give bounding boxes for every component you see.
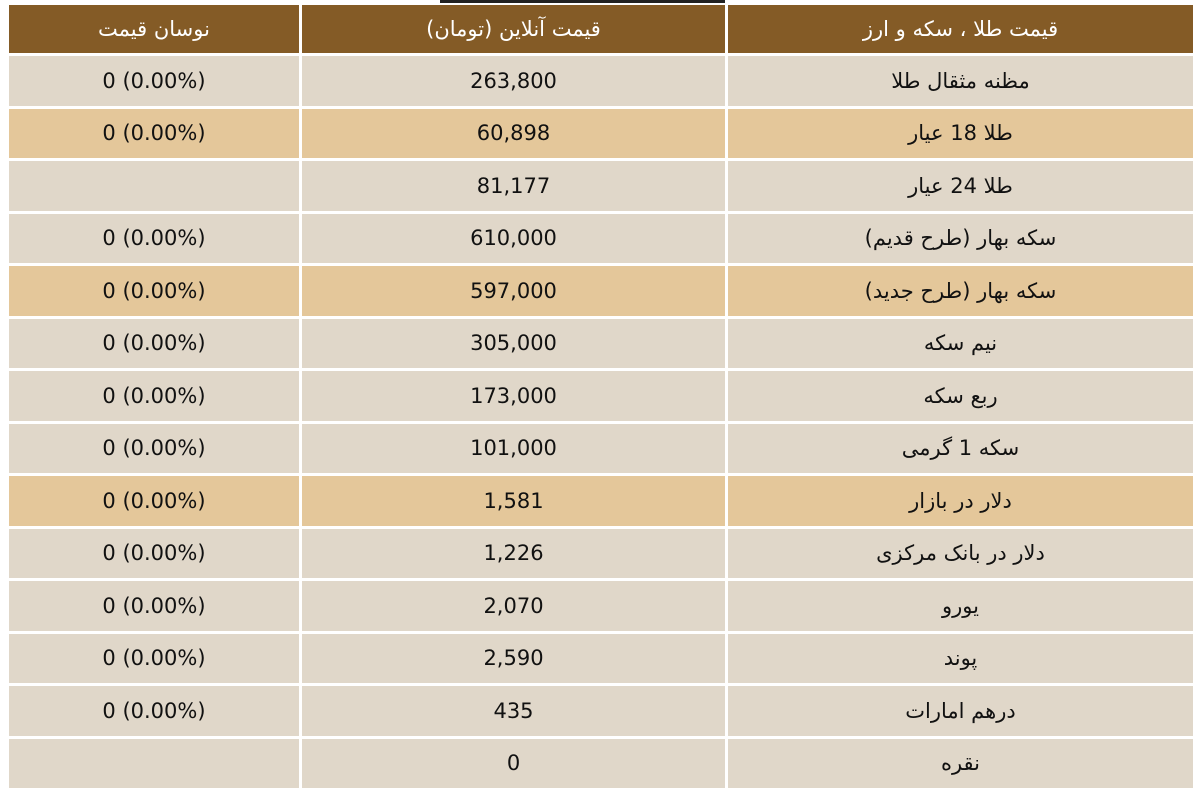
table-row: درهم امارات 435 0 (0.00%) — [9, 686, 1193, 736]
item-change: 0 (0.00%) — [9, 266, 299, 316]
table-row: یورو 2,070 0 (0.00%) — [9, 581, 1193, 631]
item-name: نیم سکه — [728, 318, 1193, 368]
item-price: 305,000 — [302, 318, 725, 368]
table-row: طلا 24 عیار 81,177 — [9, 161, 1193, 211]
item-price: 2,070 — [302, 581, 725, 631]
item-change: 0 (0.00%) — [9, 423, 299, 473]
item-name: ربع سکه — [728, 371, 1193, 421]
item-price: 435 — [302, 686, 725, 736]
item-change: 0 (0.00%) — [9, 56, 299, 106]
item-change: 0 (0.00%) — [9, 318, 299, 368]
item-name: طلا 18 عیار — [728, 108, 1193, 158]
item-name: مظنه مثقال طلا — [728, 56, 1193, 106]
table-row: پوند 2,590 0 (0.00%) — [9, 633, 1193, 683]
item-price: 610,000 — [302, 213, 725, 263]
table-row: طلا 18 عیار 60,898 0 (0.00%) — [9, 108, 1193, 158]
item-change: 0 (0.00%) — [9, 633, 299, 683]
table-row: دلار در بازار 1,581 0 (0.00%) — [9, 476, 1193, 526]
item-price: 173,000 — [302, 371, 725, 421]
item-name: پوند — [728, 633, 1193, 683]
table-row: نیم سکه 305,000 0 (0.00%) — [9, 318, 1193, 368]
item-change: 0 (0.00%) — [9, 476, 299, 526]
item-name: طلا 24 عیار — [728, 161, 1193, 211]
item-name: درهم امارات — [728, 686, 1193, 736]
item-name: دلار در بازار — [728, 476, 1193, 526]
item-change: 0 (0.00%) — [9, 528, 299, 578]
item-change: 0 (0.00%) — [9, 213, 299, 263]
item-name: سکه 1 گرمی — [728, 423, 1193, 473]
item-price: 81,177 — [302, 161, 725, 211]
table-row: نقره 0 — [9, 738, 1193, 788]
table-row: ربع سکه 173,000 0 (0.00%) — [9, 371, 1193, 421]
item-name: سکه بهار (طرح قدیم) — [728, 213, 1193, 263]
item-change: 0 (0.00%) — [9, 581, 299, 631]
item-change: 0 (0.00%) — [9, 371, 299, 421]
cropped-title-remnant — [440, 0, 725, 3]
price-table: قیمت طلا ، سکه و ارز قیمت آنلاین (تومان)… — [6, 2, 1196, 791]
table-row: دلار در بانک مرکزی 1,226 0 (0.00%) — [9, 528, 1193, 578]
item-change — [9, 161, 299, 211]
table-row: سکه بهار (طرح جدید) 597,000 0 (0.00%) — [9, 266, 1193, 316]
item-price: 1,226 — [302, 528, 725, 578]
item-change: 0 (0.00%) — [9, 108, 299, 158]
header-price: قیمت آنلاین (تومان) — [302, 5, 725, 53]
item-price: 60,898 — [302, 108, 725, 158]
item-price: 263,800 — [302, 56, 725, 106]
table-row: مظنه مثقال طلا 263,800 0 (0.00%) — [9, 56, 1193, 106]
item-price: 2,590 — [302, 633, 725, 683]
header-item: قیمت طلا ، سکه و ارز — [728, 5, 1193, 53]
table-header-row: قیمت طلا ، سکه و ارز قیمت آنلاین (تومان)… — [9, 5, 1193, 53]
item-name: یورو — [728, 581, 1193, 631]
table-row: سکه 1 گرمی 101,000 0 (0.00%) — [9, 423, 1193, 473]
item-price: 101,000 — [302, 423, 725, 473]
header-change: نوسان قیمت — [9, 5, 299, 53]
item-price: 597,000 — [302, 266, 725, 316]
item-price: 0 — [302, 738, 725, 788]
item-name: نقره — [728, 738, 1193, 788]
item-change: 0 (0.00%) — [9, 686, 299, 736]
item-change — [9, 738, 299, 788]
item-price: 1,581 — [302, 476, 725, 526]
cropped-title-strip — [0, 0, 1200, 3]
table-row: سکه بهار (طرح قدیم) 610,000 0 (0.00%) — [9, 213, 1193, 263]
item-name: سکه بهار (طرح جدید) — [728, 266, 1193, 316]
item-name: دلار در بانک مرکزی — [728, 528, 1193, 578]
